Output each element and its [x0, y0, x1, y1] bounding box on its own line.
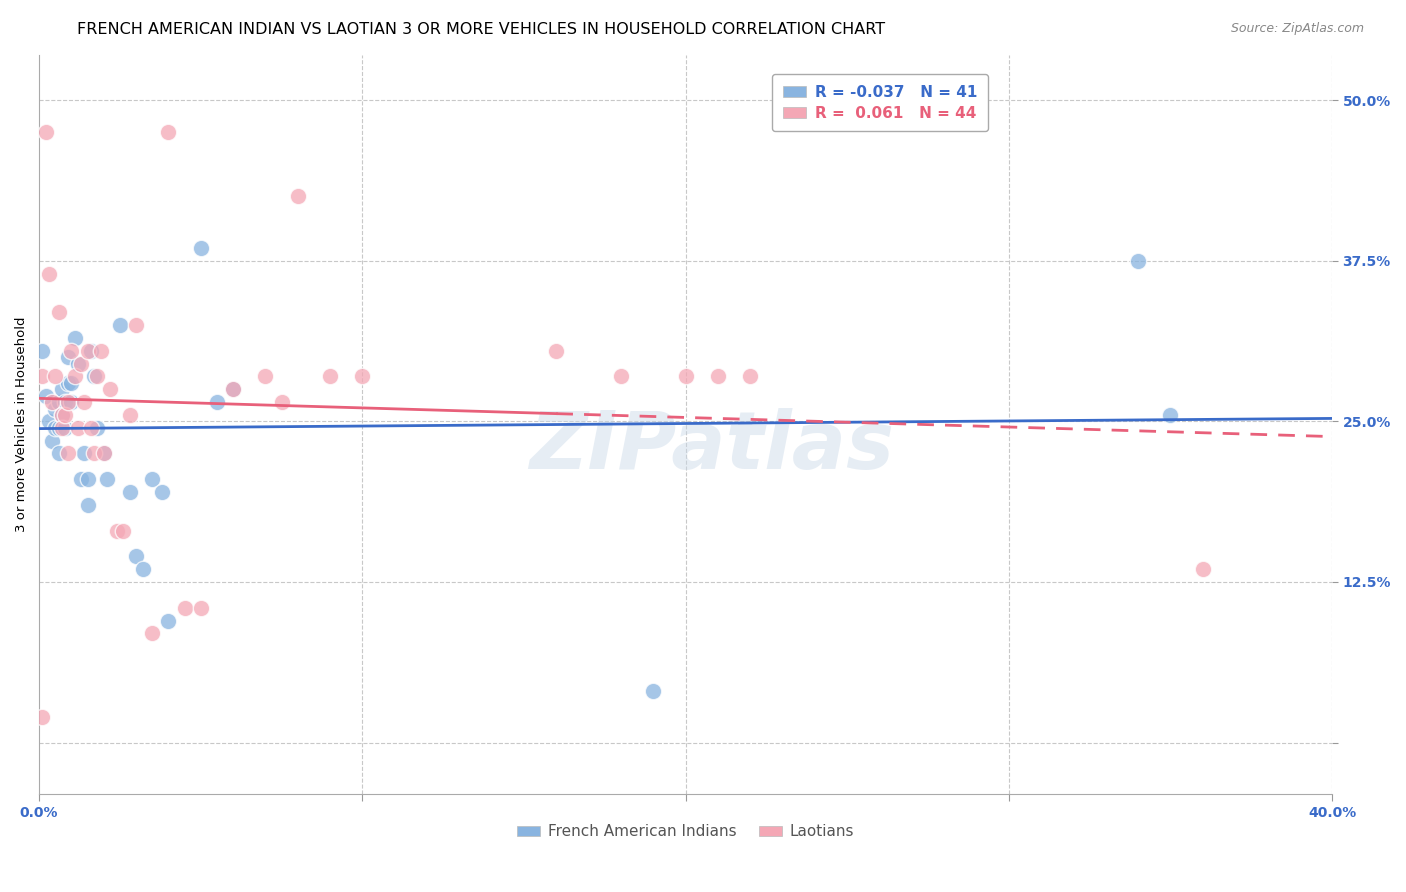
- Point: [51, 382, 73, 396]
- Point: [73, 446, 96, 460]
- Text: ZIPatlas: ZIPatlas: [529, 408, 894, 486]
- Point: [51, 421, 73, 435]
- Point: [112, 524, 135, 538]
- Point: [38, 267, 60, 281]
- Y-axis label: 3 or more Vehicles in Household: 3 or more Vehicles in Household: [15, 317, 28, 533]
- Point: [58, 350, 80, 364]
- Point: [125, 318, 148, 332]
- Point: [48, 305, 70, 319]
- Point: [352, 369, 374, 384]
- Point: [53, 421, 76, 435]
- Point: [48, 395, 70, 409]
- Point: [287, 189, 309, 203]
- Point: [80, 421, 103, 435]
- Point: [141, 472, 163, 486]
- Point: [58, 395, 80, 409]
- Point: [63, 331, 86, 345]
- Point: [157, 614, 180, 628]
- Point: [1126, 253, 1149, 268]
- Point: [190, 241, 212, 255]
- Point: [108, 318, 131, 332]
- Point: [205, 395, 228, 409]
- Point: [48, 421, 70, 435]
- Point: [150, 485, 173, 500]
- Point: [48, 446, 70, 460]
- Point: [60, 343, 83, 358]
- Point: [1191, 562, 1213, 576]
- Point: [610, 369, 633, 384]
- Point: [60, 395, 83, 409]
- Point: [98, 382, 121, 396]
- Text: Source: ZipAtlas.com: Source: ZipAtlas.com: [1230, 22, 1364, 36]
- Point: [319, 369, 342, 384]
- Point: [118, 408, 141, 422]
- Point: [34, 389, 56, 403]
- Point: [254, 369, 277, 384]
- Point: [546, 343, 568, 358]
- Point: [96, 472, 118, 486]
- Point: [70, 472, 93, 486]
- Point: [86, 369, 108, 384]
- Point: [70, 357, 93, 371]
- Point: [86, 421, 108, 435]
- Legend: French American Indians, Laotians: French American Indians, Laotians: [510, 818, 860, 846]
- Text: FRENCH AMERICAN INDIAN VS LAOTIAN 3 OR MORE VEHICLES IN HOUSEHOLD CORRELATION CH: FRENCH AMERICAN INDIAN VS LAOTIAN 3 OR M…: [77, 22, 886, 37]
- Point: [31, 369, 53, 384]
- Point: [53, 395, 76, 409]
- Point: [157, 125, 180, 139]
- Point: [76, 498, 98, 512]
- Point: [1159, 408, 1181, 422]
- Point: [83, 446, 105, 460]
- Point: [51, 408, 73, 422]
- Point: [66, 421, 89, 435]
- Point: [675, 369, 697, 384]
- Point: [76, 472, 98, 486]
- Point: [643, 684, 665, 698]
- Point: [41, 395, 63, 409]
- Point: [66, 357, 89, 371]
- Point: [270, 395, 292, 409]
- Point: [44, 369, 66, 384]
- Point: [58, 446, 80, 460]
- Point: [44, 421, 66, 435]
- Point: [93, 446, 115, 460]
- Point: [34, 125, 56, 139]
- Point: [76, 343, 98, 358]
- Point: [131, 562, 153, 576]
- Point: [222, 382, 245, 396]
- Point: [73, 395, 96, 409]
- Point: [31, 710, 53, 724]
- Point: [740, 369, 762, 384]
- Point: [44, 401, 66, 416]
- Point: [105, 524, 128, 538]
- Point: [63, 369, 86, 384]
- Point: [125, 549, 148, 564]
- Point: [31, 343, 53, 358]
- Point: [83, 369, 105, 384]
- Point: [173, 600, 195, 615]
- Point: [93, 446, 115, 460]
- Point: [51, 408, 73, 422]
- Point: [38, 414, 60, 428]
- Point: [707, 369, 730, 384]
- Point: [58, 376, 80, 390]
- Point: [60, 376, 83, 390]
- Point: [41, 434, 63, 448]
- Point: [118, 485, 141, 500]
- Point: [80, 343, 103, 358]
- Point: [89, 343, 111, 358]
- Point: [53, 408, 76, 422]
- Point: [190, 600, 212, 615]
- Point: [141, 626, 163, 640]
- Point: [222, 382, 245, 396]
